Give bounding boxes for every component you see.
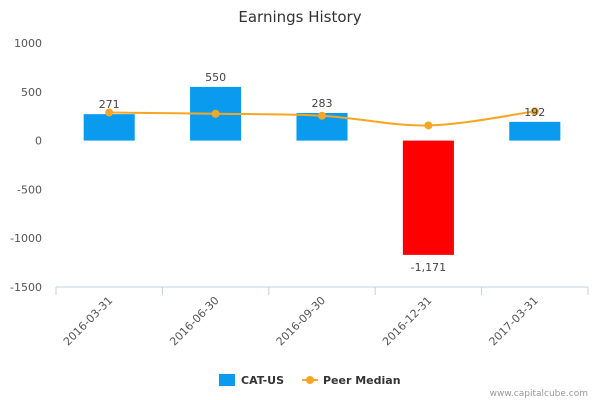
legend-item-cat-us[interactable]: CAT-US bbox=[219, 374, 284, 387]
y-tick-label: -500 bbox=[17, 183, 42, 196]
legend-marker-peer-median bbox=[306, 376, 314, 384]
legend-label-cat-us: CAT-US bbox=[241, 374, 284, 387]
bar-data-label: 550 bbox=[205, 71, 226, 84]
credit-text: www.capitalcube.com bbox=[490, 389, 588, 399]
legend-swatch-cat-us bbox=[219, 374, 235, 386]
legend-item-peer-median[interactable]: Peer Median bbox=[302, 374, 401, 387]
x-tick-label: 2016-06-30 bbox=[167, 294, 221, 348]
data-labels: 271 550 283 -1,171 192 bbox=[99, 71, 546, 274]
legend-label-peer-median: Peer Median bbox=[323, 374, 401, 387]
bar[interactable] bbox=[509, 121, 561, 141]
legend[interactable]: CAT-US Peer Median bbox=[219, 374, 401, 387]
peer-median-point[interactable] bbox=[105, 108, 114, 117]
bar-data-label: 192 bbox=[524, 106, 545, 119]
bar-data-label: 283 bbox=[312, 97, 333, 110]
bar[interactable] bbox=[402, 140, 454, 255]
chart-title: Earnings History bbox=[238, 8, 361, 26]
x-tick-label: 2017-03-31 bbox=[487, 294, 541, 348]
peer-median-point[interactable] bbox=[530, 107, 539, 116]
x-tick-label: 2016-03-31 bbox=[61, 294, 115, 348]
peer-median-point[interactable] bbox=[211, 109, 220, 118]
bar[interactable] bbox=[83, 114, 135, 141]
y-tick-label: 1000 bbox=[14, 37, 42, 50]
bar-data-label: -1,171 bbox=[411, 261, 446, 274]
bar-data-label: 271 bbox=[99, 98, 120, 111]
peer-median-point[interactable] bbox=[318, 111, 326, 120]
y-axis: 1000 500 0 -500 -1000 -1500 bbox=[10, 37, 42, 294]
x-tick-label: 2016-12-31 bbox=[380, 294, 434, 348]
y-tick-label: -1000 bbox=[10, 232, 42, 245]
y-tick-label: 0 bbox=[35, 135, 42, 148]
peer-median-point[interactable] bbox=[424, 121, 433, 130]
x-axis: 2016-03-31 2016-06-30 2016-09-30 2016-12-31… bbox=[55, 286, 589, 348]
y-tick-label: -1500 bbox=[10, 281, 42, 294]
x-tick-label: 2016-09-30 bbox=[274, 294, 328, 348]
line-series bbox=[105, 107, 539, 130]
y-tick-label: 500 bbox=[21, 86, 42, 99]
